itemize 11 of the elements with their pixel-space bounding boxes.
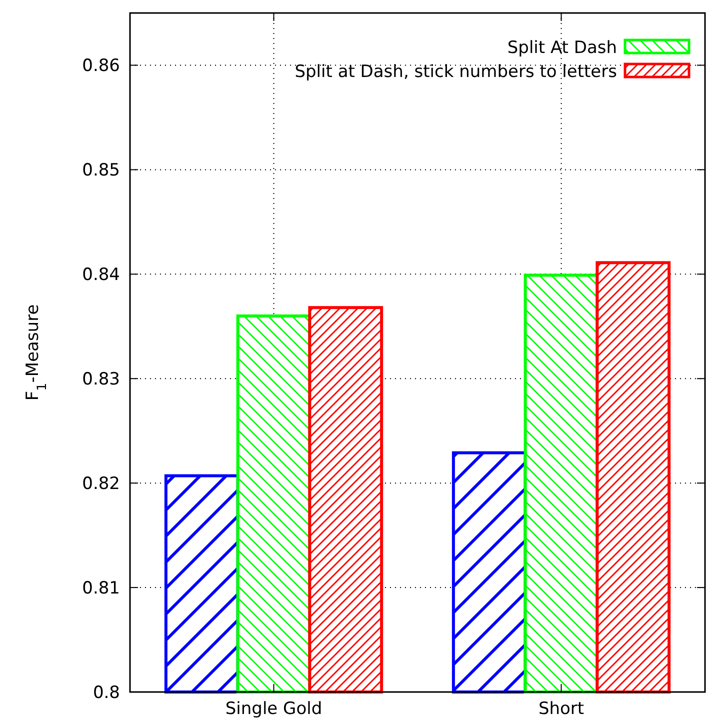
y-tick-label: 0.85 [82, 160, 120, 181]
x-tick-label: Single Gold [225, 699, 322, 719]
y-tick-label: 0.8 [92, 682, 120, 703]
y-tick-label: 0.81 [82, 578, 120, 598]
legend-label: Split at Dash, stick numbers to letters [294, 62, 618, 82]
x-tick-label: Short [538, 699, 584, 719]
y-tick-label: 0.86 [82, 56, 120, 76]
y-tick-label: 0.84 [82, 265, 120, 286]
y-tick-label: 0.83 [82, 370, 120, 390]
y-tick-label: 0.82 [82, 474, 120, 494]
legend-label: Split At Dash [507, 38, 617, 58]
